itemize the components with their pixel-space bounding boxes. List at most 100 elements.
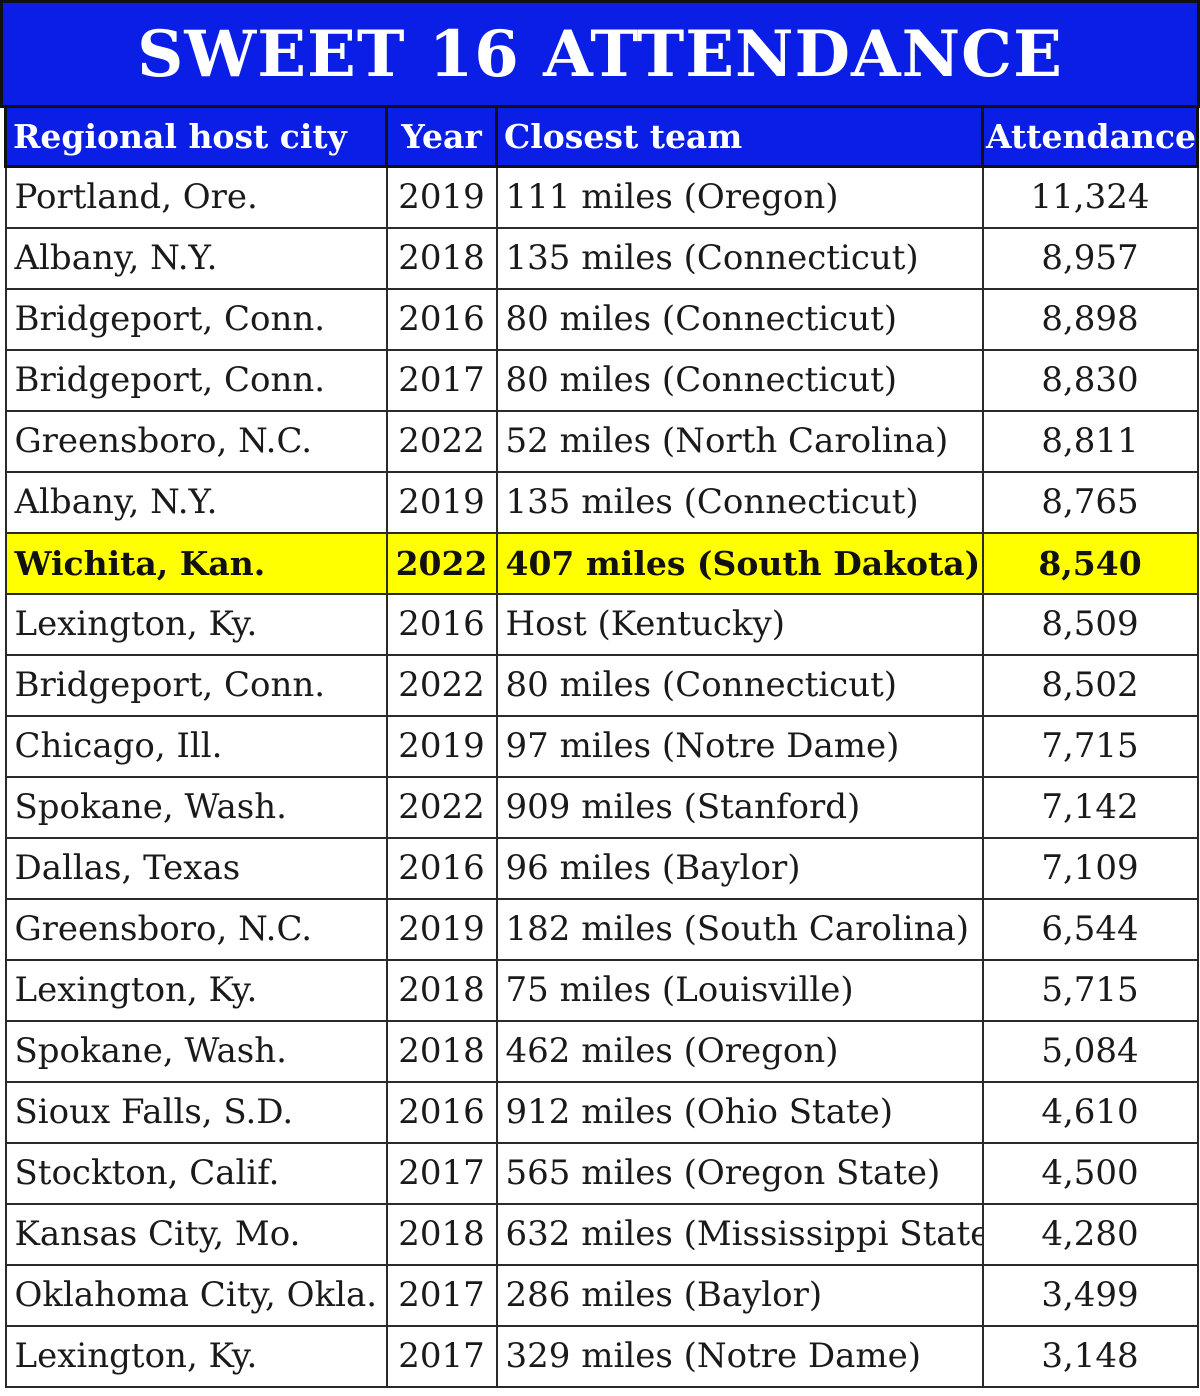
table-row: Greensboro, N.C. 2022 52 miles (North Caro… [4,409,1199,473]
cell-attendance: 5,715 [981,958,1199,1022]
cell-city: Albany, N.Y. [4,470,388,534]
cell-closest-team: 111 miles (Oregon) [495,165,984,229]
cell-year: 2016 [385,592,498,656]
cell-attendance: 3,148 [981,1324,1199,1388]
title-bar: SWEET 16 ATTENDANCE [0,0,1200,108]
header-team: Closest team [495,105,984,168]
cell-city: Spokane, Wash. [4,775,388,839]
cell-attendance: 3,499 [981,1263,1199,1327]
cell-attendance: 4,280 [981,1202,1199,1266]
cell-year: 2017 [385,1324,498,1388]
cell-attendance: 8,957 [981,226,1199,290]
cell-attendance: 8,540 [981,531,1199,595]
cell-year: 2016 [385,836,498,900]
table-row: Spokane, Wash. 2022 909 miles (Stanford) 7,… [4,775,1199,839]
table-row-highlighted: Wichita, Kan. 2022 407 miles (South Dakota… [4,531,1199,595]
cell-closest-team: 407 miles (South Dakota) [495,531,984,595]
cell-city: Lexington, Ky. [4,1324,388,1388]
table-row: Lexington, Ky. 2017 329 miles (Notre Dame)… [4,1324,1199,1388]
cell-city: Lexington, Ky. [4,958,388,1022]
cell-city: Lexington, Ky. [4,592,388,656]
cell-attendance: 8,830 [981,348,1199,412]
cell-closest-team: 97 miles (Notre Dame) [495,714,984,778]
cell-closest-team: 286 miles (Baylor) [495,1263,984,1327]
cell-closest-team: 909 miles (Stanford) [495,775,984,839]
cell-closest-team: 135 miles (Connecticut) [495,226,984,290]
table-row: Portland, Ore. 2019 111 miles (Oregon) 11,3… [4,165,1199,229]
attendance-table: Regional host city Year Closest team Att… [4,105,1199,1388]
cell-year: 2018 [385,1019,498,1083]
header-city: Regional host city [4,105,388,168]
cell-city: Albany, N.Y. [4,226,388,290]
cell-city: Bridgeport, Conn. [4,287,388,351]
cell-attendance: 7,109 [981,836,1199,900]
cell-year: 2019 [385,165,498,229]
table-row: Greensboro, N.C. 2019 182 miles (South Car… [4,897,1199,961]
cell-attendance: 4,610 [981,1080,1199,1144]
cell-year: 2022 [385,531,498,595]
cell-city: Sioux Falls, S.D. [4,1080,388,1144]
table-row: Stockton, Calif. 2017 565 miles (Oregon St… [4,1141,1199,1205]
cell-attendance: 4,500 [981,1141,1199,1205]
cell-attendance: 5,084 [981,1019,1199,1083]
cell-year: 2016 [385,287,498,351]
cell-city: Chicago, Ill. [4,714,388,778]
cell-closest-team: 182 miles (South Carolina) [495,897,984,961]
table-row: Bridgeport, Conn. 2017 80 miles (Connectic… [4,348,1199,412]
table-row: Albany, N.Y. 2018 135 miles (Connecticut) 8… [4,226,1199,290]
cell-year: 2018 [385,1202,498,1266]
cell-attendance: 8,502 [981,653,1199,717]
cell-closest-team: 75 miles (Louisville) [495,958,984,1022]
table-row: Lexington, Ky. 2018 75 miles (Louisville) 5… [4,958,1199,1022]
cell-year: 2019 [385,714,498,778]
cell-city: Portland, Ore. [4,165,388,229]
cell-closest-team: 80 miles (Connecticut) [495,653,984,717]
table-row: Spokane, Wash. 2018 462 miles (Oregon) 5,08… [4,1019,1199,1083]
cell-city: Bridgeport, Conn. [4,348,388,412]
cell-city: Bridgeport, Conn. [4,653,388,717]
cell-closest-team: 80 miles (Connecticut) [495,348,984,412]
cell-closest-team: 329 miles (Notre Dame) [495,1324,984,1388]
cell-closest-team: 96 miles (Baylor) [495,836,984,900]
table-row: Chicago, Ill. 2019 97 miles (Notre Dame) 7,… [4,714,1199,778]
cell-closest-team: 912 miles (Ohio State) [495,1080,984,1144]
cell-year: 2019 [385,470,498,534]
cell-city: Spokane, Wash. [4,1019,388,1083]
cell-year: 2018 [385,958,498,1022]
table-row: Kansas City, Mo. 2018 632 miles (Mississip… [4,1202,1199,1266]
cell-attendance: 6,544 [981,897,1199,961]
cell-closest-team: 135 miles (Connecticut) [495,470,984,534]
cell-year: 2017 [385,348,498,412]
cell-closest-team: 80 miles (Connecticut) [495,287,984,351]
cell-year: 2017 [385,1141,498,1205]
table-row: Oklahoma City, Okla. 2017 286 miles (Baylo… [4,1263,1199,1327]
cell-city: Greensboro, N.C. [4,897,388,961]
cell-attendance: 8,765 [981,470,1199,534]
cell-attendance: 7,715 [981,714,1199,778]
cell-year: 2016 [385,1080,498,1144]
cell-closest-team: 462 miles (Oregon) [495,1019,984,1083]
table-row: Lexington, Ky. 2016 Host (Kentucky) 8,509 [4,592,1199,656]
cell-closest-team: Host (Kentucky) [495,592,984,656]
cell-year: 2019 [385,897,498,961]
table-row: Albany, N.Y. 2019 135 miles (Connecticut) 8… [4,470,1199,534]
cell-city: Stockton, Calif. [4,1141,388,1205]
cell-city: Dallas, Texas [4,836,388,900]
header-attendance: Attendance [981,105,1199,168]
cell-attendance: 11,324 [981,165,1199,229]
cell-year: 2022 [385,409,498,473]
table-body: Portland, Ore. 2019 111 miles (Oregon) 11,3… [4,165,1199,1388]
cell-attendance: 8,898 [981,287,1199,351]
cell-year: 2017 [385,1263,498,1327]
cell-attendance: 8,509 [981,592,1199,656]
cell-closest-team: 565 miles (Oregon State) [495,1141,984,1205]
cell-city: Oklahoma City, Okla. [4,1263,388,1327]
cell-year: 2022 [385,653,498,717]
cell-attendance: 8,811 [981,409,1199,473]
cell-closest-team: 632 miles (Mississippi State) [495,1202,984,1266]
table-row: Sioux Falls, S.D. 2016 912 miles (Ohio Sta… [4,1080,1199,1144]
table-row: Bridgeport, Conn. 2022 80 miles (Connectic… [4,653,1199,717]
cell-closest-team: 52 miles (North Carolina) [495,409,984,473]
cell-attendance: 7,142 [981,775,1199,839]
cell-city: Greensboro, N.C. [4,409,388,473]
